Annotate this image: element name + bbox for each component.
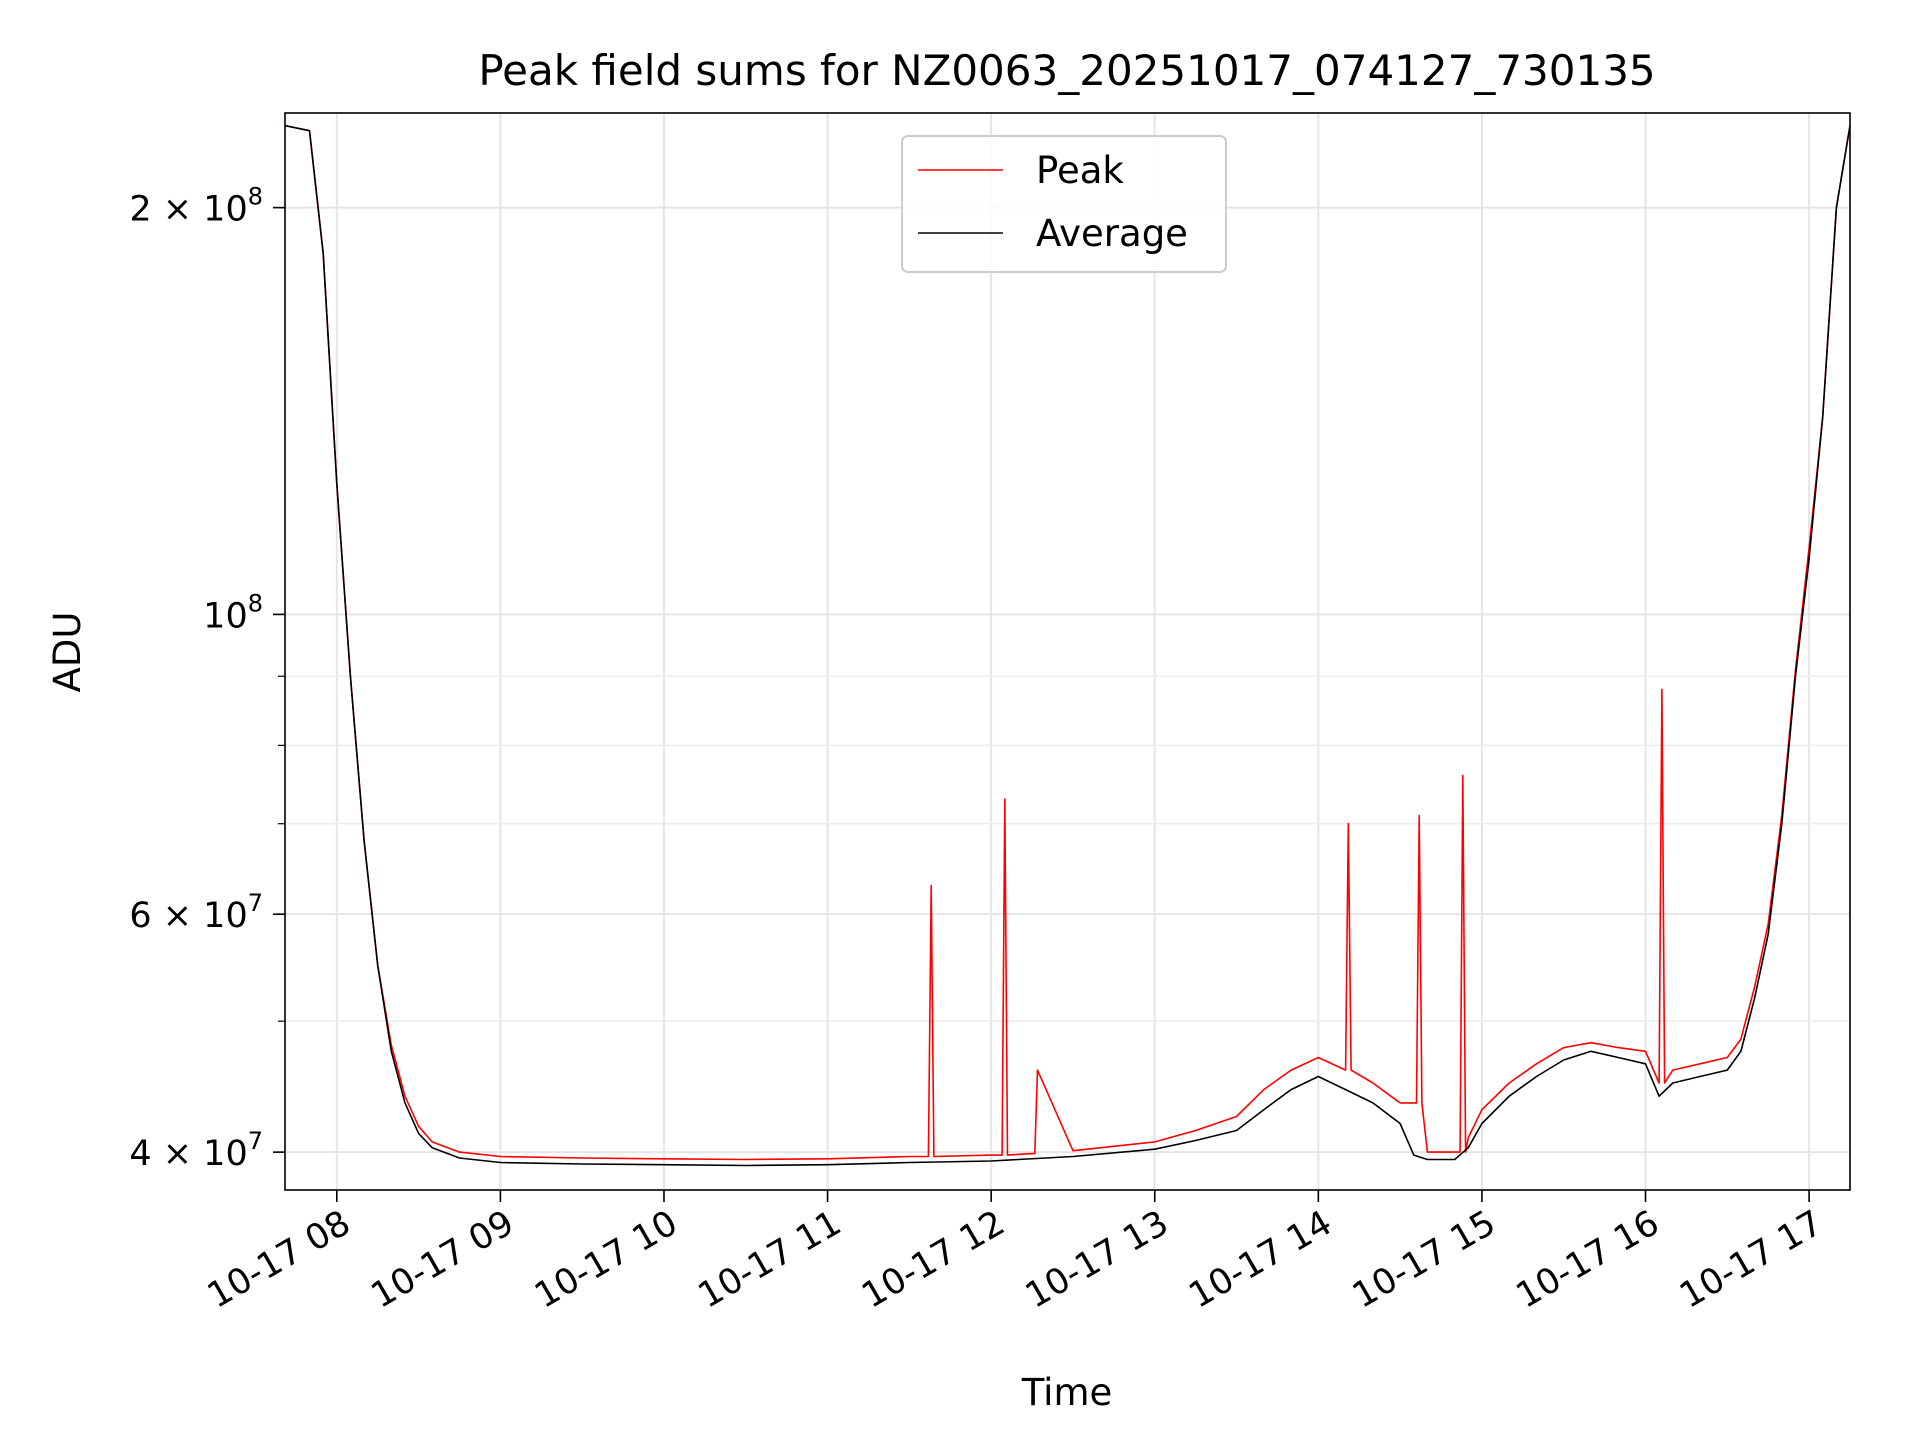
series-line-peak [285,124,1850,1161]
y-tick-label: 2 × 108 [129,183,263,230]
y-tick-label: 4 × 107 [129,1127,263,1174]
y-tick-label: 6 × 107 [129,889,263,936]
legend-label-average: Average [1036,212,1188,255]
series-layer [285,124,1850,1167]
y-axis: 4 × 107 6 × 107 108 2 × 108 [129,183,285,1174]
y-tick-label: 108 [203,589,263,636]
plot-frame [284,112,1851,1191]
legend: Peak Average [901,135,1227,273]
legend-label-peak: Peak [1036,149,1124,192]
chart-title: Peak field sums for NZ0063_20251017_0741… [478,46,1655,95]
y-axis-label: ADU [46,612,89,693]
series-line-average [285,124,1850,1167]
x-axis-label: Time [1021,1371,1113,1414]
